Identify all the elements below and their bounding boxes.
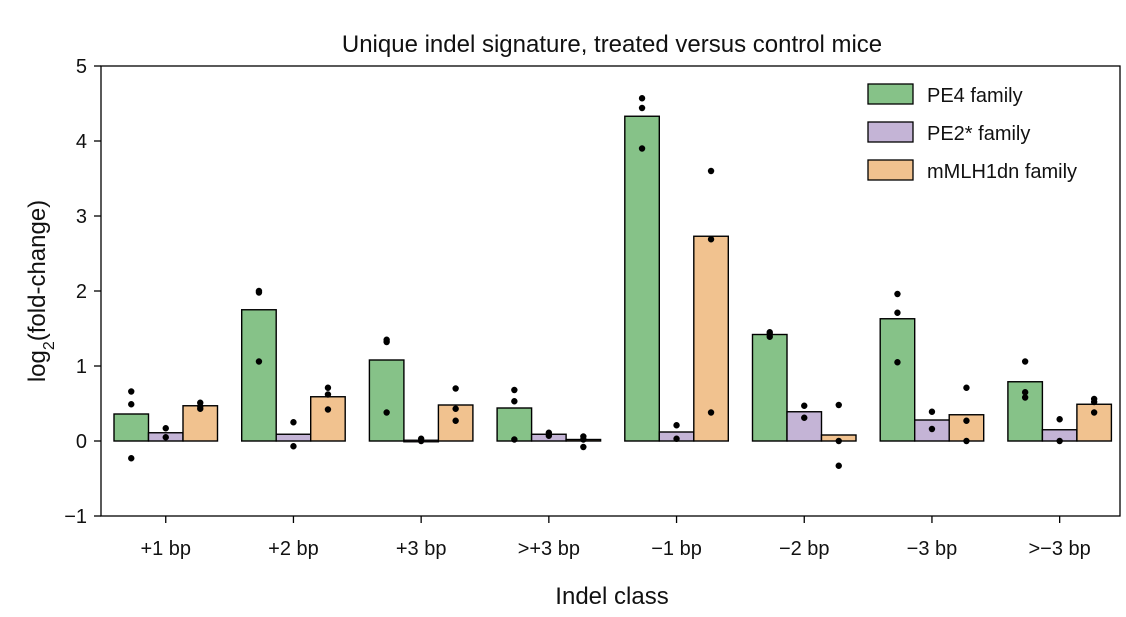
point-3-7-1: [963, 384, 970, 391]
point-3-4-3: [580, 443, 587, 451]
y-tick-label-6: 4: [76, 131, 87, 153]
point-1-5-2: [638, 104, 646, 112]
bar-1-4: [496, 407, 533, 442]
point-1-3-2: [383, 338, 390, 346]
x-tick-label-3: +3 bp: [396, 538, 447, 560]
y-axis-title-subscript: 2: [41, 341, 58, 350]
point-2-2-2: [290, 443, 297, 450]
legend-swatch-2: [867, 121, 914, 143]
y-tick-label-4: 2: [76, 281, 87, 303]
point-1-4-3: [511, 436, 518, 443]
point-2-5-1: [673, 422, 680, 429]
point-2-7-2: [928, 425, 936, 433]
point-1-7-2: [894, 309, 901, 316]
bar-1-2: [240, 309, 277, 442]
x-tick-label-1: +1 bp: [140, 538, 191, 560]
x-axis-title: Indel class: [555, 583, 668, 610]
point-2-7-1: [928, 408, 936, 415]
point-3-2-2: [324, 391, 332, 398]
point-2-2-1: [290, 419, 297, 426]
point-3-4-2: [580, 436, 587, 443]
point-1-4-1: [511, 386, 518, 394]
legend-label-1: PE4 family: [927, 85, 1023, 107]
bar-1-5: [624, 115, 660, 442]
legend-swatch-1: [867, 83, 914, 105]
point-2-1-1: [162, 425, 169, 432]
axes-layer: −1 0 1 2 3 4 5 +1 bp +2 bp +3 bp >+3 bp −1 bp −2 bp −…: [64, 56, 1121, 560]
point-1-2-3: [255, 358, 263, 365]
y-tick-label-1: −1: [64, 506, 87, 528]
legend-label-3: mMLH1dn family: [927, 161, 1077, 183]
bar-2-2: [275, 433, 312, 442]
point-2-3-2: [417, 437, 425, 445]
point-3-7-3: [963, 437, 970, 445]
bar-1-1: [113, 413, 150, 442]
point-3-1-3: [197, 405, 204, 412]
point-2-8-2: [1056, 437, 1063, 445]
point-1-8-2: [1021, 389, 1029, 396]
x-tick-label-5: −1 bp: [651, 538, 702, 560]
x-tick-label-2: +2 bp: [268, 538, 319, 560]
y-axis-title-rest: (fold-change): [24, 200, 51, 341]
point-2-6-2: [801, 414, 808, 421]
point-3-5-2: [707, 236, 715, 243]
point-3-8-3: [1090, 409, 1098, 416]
point-3-3-2: [452, 405, 459, 412]
point-1-3-3: [383, 409, 390, 416]
y-axis-title: log2(fold-change): [24, 200, 58, 382]
point-1-1-3: [128, 455, 135, 462]
point-3-8-2: [1090, 398, 1098, 406]
point-3-5-1: [707, 167, 715, 175]
y-tick-label-7: 5: [76, 56, 87, 78]
bar-1-6: [751, 333, 788, 442]
x-tick-label-7: −3 bp: [907, 538, 958, 560]
y-tick-label-2: 0: [76, 431, 87, 453]
point-1-2-2: [255, 289, 263, 296]
y-tick-label-5: 3: [76, 206, 87, 228]
point-3-6-2: [835, 437, 842, 445]
point-1-4-2: [511, 398, 518, 405]
bar-3-1: [182, 405, 219, 442]
bar-3-2: [310, 396, 346, 442]
point-1-5-1: [638, 95, 646, 102]
point-3-2-3: [324, 406, 332, 413]
bars-layer: [113, 115, 1113, 443]
point-3-6-3: [835, 462, 842, 469]
point-1-1-1: [128, 388, 135, 395]
legend-swatch-3: [867, 159, 914, 181]
point-1-7-3: [894, 359, 901, 366]
point-1-5-3: [638, 145, 646, 152]
point-1-1-2: [128, 401, 135, 408]
legend: PE4 family PE2* family mMLH1dn family: [867, 83, 1077, 183]
bar-1-7: [879, 318, 916, 442]
legend-label-2: PE2* family: [927, 123, 1030, 145]
point-2-8-1: [1056, 416, 1063, 423]
point-3-2-1: [324, 384, 332, 391]
point-1-7-1: [894, 290, 901, 298]
dots-layer: [128, 95, 1098, 469]
bar-1-3: [368, 359, 405, 442]
chart-title: Unique indel signature, treated versus c…: [342, 31, 882, 58]
point-3-6-1: [835, 401, 842, 409]
point-1-8-3: [1021, 394, 1029, 401]
point-3-3-1: [452, 385, 459, 392]
point-2-1-2: [162, 434, 169, 441]
x-tick-label-6: −2 bp: [779, 538, 830, 560]
point-2-6-1: [801, 402, 808, 409]
point-3-5-3: [707, 409, 715, 416]
point-2-4-2: [545, 432, 553, 439]
y-axis-title-main: log: [24, 350, 51, 382]
bar-3-5: [693, 235, 729, 442]
point-3-7-2: [963, 417, 970, 424]
point-2-5-2: [673, 435, 680, 442]
point-1-8-1: [1021, 358, 1029, 365]
x-tick-label-8: >−3 bp: [1029, 538, 1091, 560]
point-1-6-3: [766, 333, 773, 340]
x-tick-label-4: >+3 bp: [518, 538, 580, 560]
y-tick-label-3: 1: [76, 356, 87, 378]
point-3-3-3: [452, 417, 459, 424]
bar-2-6: [786, 411, 823, 442]
